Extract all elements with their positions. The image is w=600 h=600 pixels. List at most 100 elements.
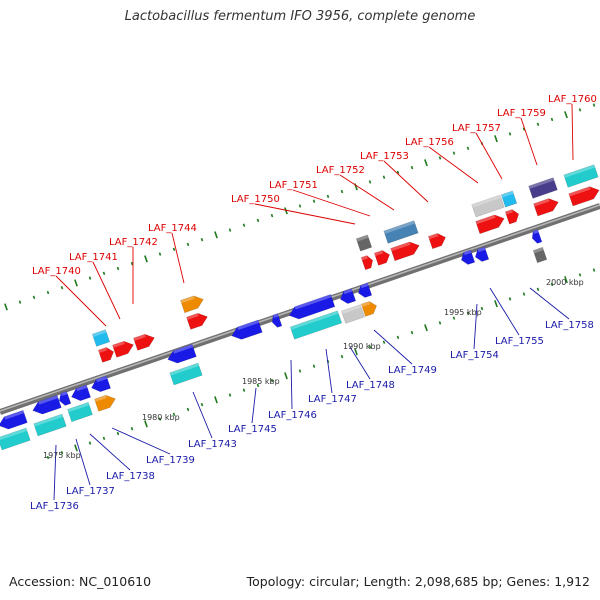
tick-mark-upper <box>592 103 596 107</box>
label-leader-line <box>339 174 395 211</box>
gene-highlight <box>341 304 362 314</box>
tick-mark-upper <box>396 170 400 175</box>
gene-feature <box>91 329 111 347</box>
gene-feature <box>67 401 93 423</box>
tick-mark-upper <box>536 122 540 126</box>
gene-highlight <box>180 295 195 304</box>
gene-shape <box>427 233 446 250</box>
gene-highlight <box>273 313 279 318</box>
gene-feature <box>32 394 62 415</box>
gene-shape <box>383 220 419 244</box>
gene-label: LAF_1745 <box>228 424 277 435</box>
gene-feature <box>460 249 476 265</box>
tick-mark-lower <box>298 369 302 373</box>
tick-mark-upper <box>256 218 260 223</box>
label-leader-line <box>473 303 478 350</box>
tick-mark-upper <box>382 175 386 179</box>
tick-mark-upper <box>32 295 36 300</box>
gene-highlight <box>169 362 200 376</box>
tick-mark-lower <box>382 340 386 344</box>
gene-shape <box>289 310 343 340</box>
tick-mark-lower <box>74 444 78 452</box>
gene-label: LAF_1756 <box>405 137 454 148</box>
gene-highlight <box>33 413 64 427</box>
gene-shape <box>533 198 559 217</box>
gene-feature <box>91 375 112 393</box>
gene-label: LAF_1753 <box>360 151 409 162</box>
gene-shape <box>67 401 93 423</box>
gene-highlight <box>528 177 555 189</box>
tick-mark-upper <box>340 189 344 194</box>
scale-label: 1990 kbp <box>343 342 381 351</box>
gene-shape <box>169 362 203 386</box>
gene-feature <box>341 304 365 324</box>
tick-mark-upper <box>494 135 498 143</box>
gene-feature <box>532 246 548 264</box>
tick-mark-upper <box>60 286 64 290</box>
gene-labels: LAF_1740 LAF_1741 LAF_1742 LAF_1744 LAF_1750… <box>30 94 597 512</box>
gene-shape <box>357 282 373 298</box>
gene-shape <box>531 229 543 244</box>
tick-mark-lower <box>256 383 260 388</box>
gene-highlight <box>173 344 194 354</box>
gene-feature <box>528 177 558 199</box>
gene-highlight <box>112 341 125 348</box>
label-leader-line <box>529 287 570 320</box>
gene-highlight <box>76 384 88 392</box>
gene-label: LAF_1751 <box>269 180 318 191</box>
gene-label: LAF_1754 <box>450 350 499 361</box>
label-leader-line <box>53 444 57 501</box>
tick-mark-lower <box>102 436 106 440</box>
tick-marks <box>4 103 596 460</box>
gene-label: LAF_1738 <box>106 471 155 482</box>
gene-highlight <box>428 233 439 240</box>
label-leader-line <box>92 261 121 320</box>
tick-mark-lower <box>438 321 442 325</box>
gene-highlight <box>463 249 472 256</box>
tick-mark-lower <box>46 455 50 460</box>
tick-mark-lower <box>270 378 274 383</box>
tick-mark-lower <box>368 345 372 349</box>
tick-mark-lower <box>508 297 512 301</box>
gene-feature <box>71 384 92 402</box>
tick-mark-upper <box>214 231 218 239</box>
label-leader-line <box>571 103 574 161</box>
gene-shape <box>0 409 28 430</box>
gene-highlight <box>294 294 332 310</box>
gene-feature <box>231 319 263 340</box>
gene-feature <box>563 164 599 188</box>
gene-highlight <box>475 214 496 225</box>
label-leader-line <box>290 359 293 410</box>
gene-label: LAF_1752 <box>316 165 365 176</box>
tick-mark-upper <box>88 276 92 280</box>
tick-mark-upper <box>116 266 120 271</box>
label-leader-lines <box>53 103 574 501</box>
tick-mark-lower <box>60 451 64 455</box>
tick-mark-upper <box>508 132 512 136</box>
gene-shape <box>112 340 134 358</box>
tick-mark-upper <box>46 290 50 295</box>
scale-label: 1975 kbp <box>43 451 81 460</box>
gene-shape <box>360 255 374 271</box>
gene-highlight <box>0 427 28 441</box>
gene-feature <box>533 198 559 217</box>
gene-shape <box>460 249 476 265</box>
label-leader-line <box>428 146 479 184</box>
gene-feature <box>288 294 336 320</box>
gene-feature <box>373 250 390 266</box>
gene-shape <box>0 427 31 451</box>
gene-feature <box>474 246 490 262</box>
label-leader-line <box>55 275 107 327</box>
gene-label: LAF_1749 <box>388 365 437 376</box>
gene-feature <box>531 229 543 244</box>
gene-feature <box>186 312 208 330</box>
tick-mark-lower <box>340 354 344 359</box>
gene-label: LAF_1743 <box>188 439 237 450</box>
label-leader-line <box>89 433 131 471</box>
map-title: Lactobacillus fermentum IFO 3956, comple… <box>124 9 476 24</box>
gene-feature <box>568 186 600 207</box>
tick-mark-upper <box>424 159 428 167</box>
gene-shape <box>568 186 600 207</box>
gene-label: LAF_1744 <box>148 223 197 234</box>
gene-feature <box>180 295 204 314</box>
